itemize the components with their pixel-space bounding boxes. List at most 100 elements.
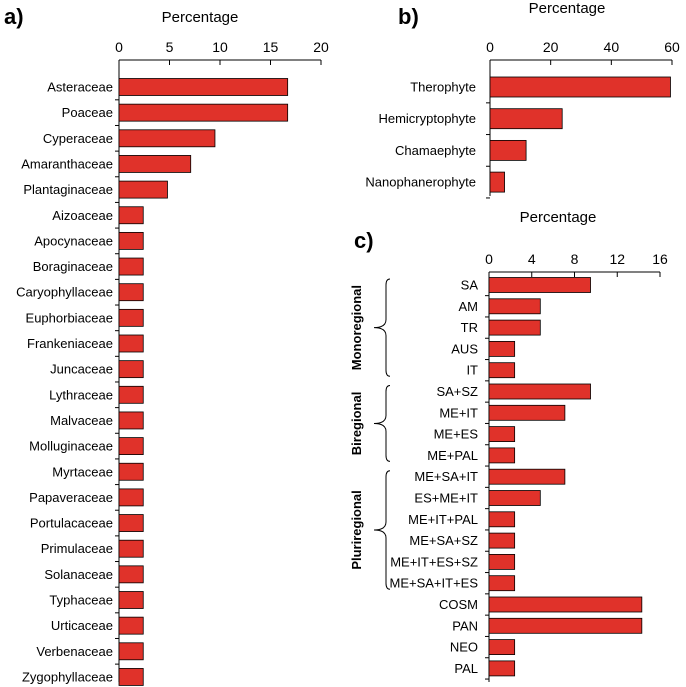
panel-a-category-label: Juncaceae: [50, 362, 113, 377]
panel-c-bar: [488, 511, 516, 528]
panel-c-bar: [488, 319, 541, 336]
panel-a-bar: [118, 206, 144, 225]
panel-c-bar: [488, 554, 516, 570]
panel-c-bar: [488, 596, 643, 613]
panel-c-bar: [488, 617, 643, 634]
panel-a-category-label: Amaranthaceae: [21, 156, 113, 171]
panel-a-category-label: Poaceae: [62, 105, 113, 120]
panel-c-category-label: ME+SA+IT+ES: [389, 576, 478, 591]
panel-c-tick-label: 8: [571, 251, 579, 267]
panel-a-category-label: Boraginaceae: [33, 259, 113, 274]
panel-a-category-label: Caryophyllaceae: [16, 285, 113, 300]
panel-a-tick-label: 0: [115, 39, 123, 55]
panel-c-category-label: TR: [461, 320, 478, 335]
panel-a-category-label: Zygophyllaceae: [22, 669, 113, 684]
panel-c-category-label: AUS: [451, 341, 478, 356]
panel-c-category-label: ME+IT: [439, 405, 478, 420]
panel-a-category-label: Typhaceae: [49, 593, 113, 608]
panel-a-category-label: Molluginaceae: [29, 439, 113, 454]
panel-a-bar: [118, 668, 144, 686]
panel-c-category-label: ME+IT+ES+SZ: [390, 554, 478, 569]
panel-a-category-label: Portulacaceae: [30, 516, 113, 531]
panel-a-bar: [118, 129, 216, 148]
panel-c-bar: [488, 362, 516, 379]
panel-b-title: Percentage: [529, 0, 606, 17]
panel-c-category-label: ME+PAL: [427, 448, 478, 463]
panel-a-category-label: Asteraceae: [47, 80, 113, 95]
panel-c-title: Percentage: [520, 209, 597, 226]
panel-a-bar: [118, 78, 289, 96]
panel-a-bar: [118, 565, 144, 584]
panel-c-tick-label: 16: [652, 251, 668, 267]
panel-a-bar: [118, 283, 144, 302]
panel-c-group-label: Biregional: [349, 392, 364, 456]
panel-c-tick-label: 4: [528, 251, 536, 267]
panel-a-bar: [118, 360, 144, 379]
panel-a-bar: [118, 308, 144, 327]
panel-a-category-label: Verbenaceae: [36, 644, 113, 659]
panel-b-category-label: Therophyte: [410, 80, 476, 95]
panel-c-letter: c): [354, 228, 374, 253]
panel-c-tick-label: 0: [485, 251, 493, 267]
panel-a-category-label: Plantaginaceae: [23, 182, 113, 197]
panel-c-group-label: Pluriregional: [349, 490, 364, 569]
panel-a-category-label: Lythraceae: [49, 387, 113, 402]
panel-c-tick-label: 12: [609, 251, 625, 267]
panel-a-bar: [118, 385, 144, 404]
panel-c-category-label: SA+SZ: [436, 384, 478, 399]
panel-c-bar: [488, 468, 566, 485]
panel-c-category-label: AM: [459, 299, 479, 314]
panel-c-bar: [488, 532, 516, 549]
panel-a-bar: [118, 437, 144, 456]
panel-c-bar: [488, 277, 591, 293]
panel-c-bar: [488, 660, 516, 677]
panel-a-letter: a): [4, 4, 24, 29]
panel-a-bar: [118, 591, 144, 609]
panel-a-category-label: Frankeniaceae: [27, 336, 113, 351]
panel-a-bar: [118, 231, 144, 250]
panel-a-category-label: Myrtaceae: [52, 464, 113, 479]
panel-a-tick-label: 5: [166, 39, 174, 55]
panel-c-category-label: COSM: [439, 597, 478, 612]
panel-b-category-label: Hemicryptophyte: [378, 111, 476, 126]
panel-a-bar: [118, 462, 144, 481]
panel-c-group-brace: [373, 385, 391, 462]
panel-a-category-label: Primulaceae: [41, 541, 113, 556]
panel-b-bar: [489, 139, 527, 161]
panel-c-category-label: ES+ME+IT: [414, 491, 478, 506]
panel-a-bar: [118, 180, 168, 199]
panel-c-category-label: IT: [466, 363, 478, 378]
panel-c-category-label: ME+IT+PAL: [408, 512, 478, 527]
panel-a-bar: [118, 514, 144, 532]
panel-c-category-label: NEO: [450, 640, 478, 655]
panel-c-bar: [488, 447, 516, 464]
panel-a-bar: [118, 488, 144, 507]
panel-b-bar: [489, 171, 505, 193]
panel-c-bar: [488, 490, 541, 506]
panel-a-bar: [118, 539, 144, 558]
panel-c-bar: [488, 575, 516, 592]
panel-c-category-label: PAL: [454, 661, 478, 676]
panel-c-category-label: ME+SA+SZ: [409, 533, 478, 548]
panel-c-category-label: ME+SA+IT: [414, 469, 478, 484]
panel-b-category-label: Chamaephyte: [395, 143, 476, 158]
panel-c-category-label: PAN: [452, 618, 478, 633]
panel-c-group-brace: [373, 278, 391, 377]
panel-c-bar: [488, 639, 516, 655]
panel-a-bar: [118, 257, 144, 276]
panel-a-category-label: Cyperaceae: [43, 131, 113, 146]
panel-a-category-label: Solanaceae: [44, 567, 113, 582]
panel-b-tick-label: 40: [604, 39, 620, 55]
panel-c-bar: [488, 426, 516, 443]
panel-a-category-label: Malvaceae: [50, 413, 113, 428]
panel-b-tick-label: 20: [543, 39, 559, 55]
panel-b-tick-label: 0: [486, 39, 494, 55]
panel-a-tick-label: 20: [313, 39, 329, 55]
panel-b-bar: [489, 76, 671, 98]
panel-a-bar: [118, 411, 144, 430]
panel-c-bar: [488, 404, 566, 421]
panel-c-bar: [488, 340, 516, 357]
panel-c-category-label: SA: [461, 278, 479, 293]
panel-a-tick-label: 10: [212, 39, 228, 55]
